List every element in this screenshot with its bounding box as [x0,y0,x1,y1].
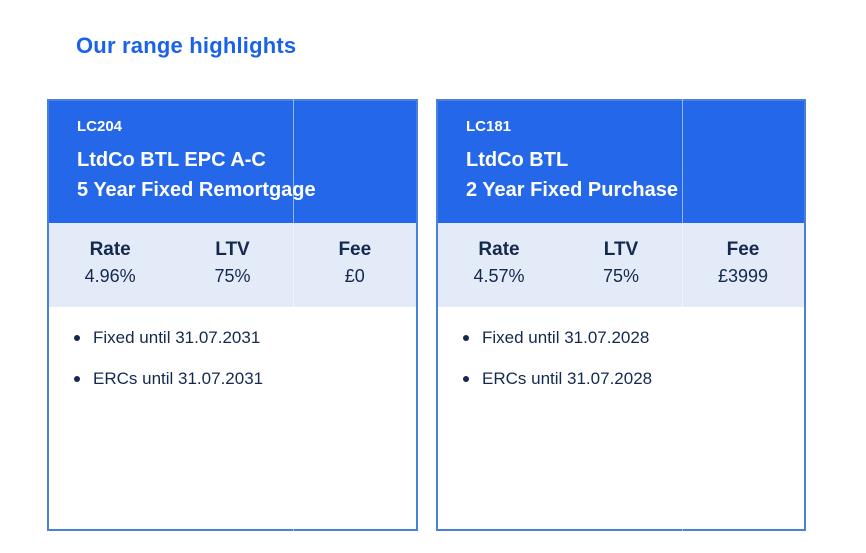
rate-ltv-fee-row: Rate 4.96% LTV 75% Fee £0 [49,223,416,307]
stat-value-ltv: 75% [214,266,251,286]
product-bullets: Fixed until 31.07.2031 ERCs until 31.07.… [49,328,416,389]
stat-fee: Fee £0 [294,238,416,307]
stat-value-rate: 4.57% [473,266,525,286]
bullet-dot-icon [74,335,80,341]
bullet-fixed-until: Fixed until 31.07.2031 [74,328,406,348]
stat-label-ltv: LTV [603,239,639,260]
stat-label-fee: Fee [726,239,760,260]
bullet-dot-icon [463,335,469,341]
rate-ltv-fee-row: Rate 4.57% LTV 75% Fee £3999 [438,223,804,307]
product-name-line1: LtdCo BTL EPC A-C [77,149,266,171]
card-header: LC181 LtdCo BTL 2 Year Fixed Purchase [438,101,804,223]
bullet-text: Fixed until 31.07.2028 [482,328,650,347]
bullet-dot-icon [463,376,469,382]
product-name-line2: 5 Year Fixed Remortgage [77,179,316,201]
stat-value-rate: 4.96% [84,266,136,286]
bullet-text: ERCs until 31.07.2031 [93,369,264,388]
stat-ltv: LTV 75% [560,238,682,307]
stat-label-ltv: LTV [215,239,250,260]
stat-label-fee: Fee [338,239,372,260]
bullet-ercs-until: ERCs until 31.07.2028 [463,369,794,389]
bullet-fixed-until: Fixed until 31.07.2028 [463,328,794,348]
stat-fee: Fee £3999 [682,238,804,307]
stat-rate: Rate 4.96% [49,238,171,307]
stat-value-ltv: 75% [602,266,640,286]
page-title: Our range highlights [76,33,297,58]
product-card-lc204: LC204 LtdCo BTL EPC A-C 5 Year Fixed Rem… [47,99,418,531]
stat-value-fee: £0 [344,266,365,286]
stat-label-rate: Rate [89,239,131,260]
bullet-ercs-until: ERCs until 31.07.2031 [74,369,406,389]
bullet-text: ERCs until 31.07.2028 [482,369,653,388]
stat-label-rate: Rate [478,239,520,260]
stat-value-fee: £3999 [717,266,769,286]
product-name-line1: LtdCo BTL [466,149,569,171]
stat-rate: Rate 4.57% [438,238,560,307]
stat-ltv: LTV 75% [171,238,293,307]
product-card-lc181: LC181 LtdCo BTL 2 Year Fixed Purchase Ra… [436,99,806,531]
product-code: LC204 [77,118,123,135]
product-bullets: Fixed until 31.07.2028 ERCs until 31.07.… [438,328,804,389]
product-code: LC181 [466,118,512,135]
bullet-dot-icon [74,376,80,382]
product-name-line2: 2 Year Fixed Purchase [466,179,678,201]
card-header: LC204 LtdCo BTL EPC A-C 5 Year Fixed Rem… [49,101,416,223]
bullet-text: Fixed until 31.07.2031 [93,328,261,347]
